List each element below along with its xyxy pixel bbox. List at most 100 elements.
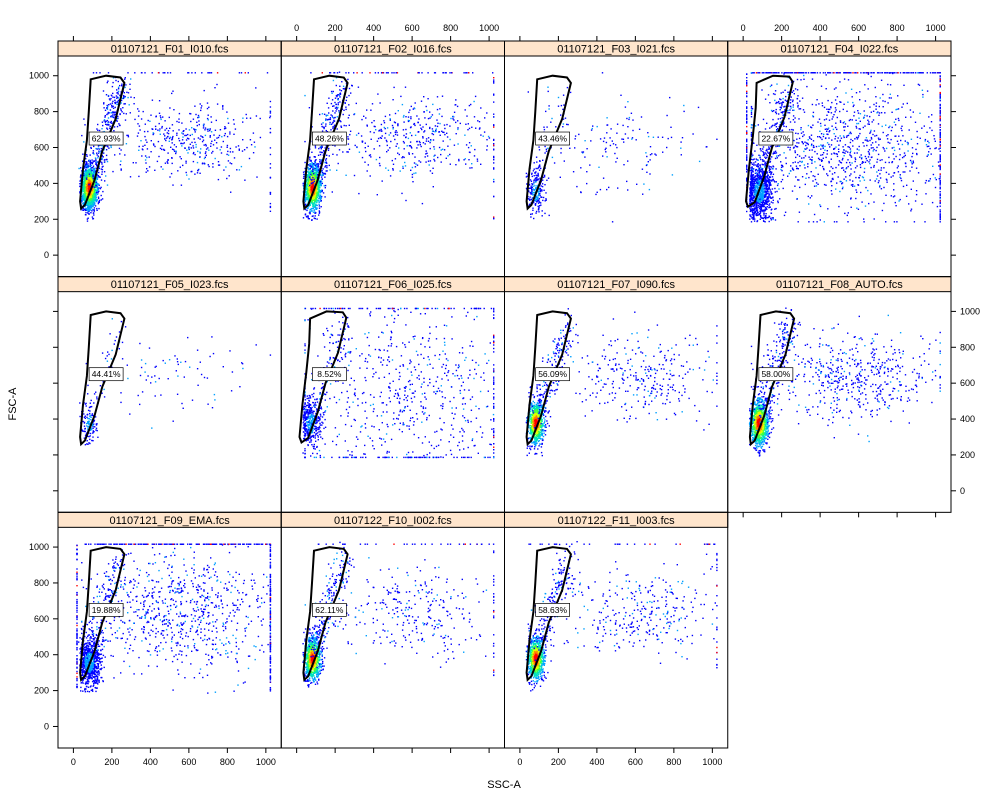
data-point — [667, 137, 669, 140]
data-point — [316, 165, 318, 167]
data-point — [351, 84, 353, 87]
data-point — [192, 147, 195, 149]
data-point — [112, 116, 114, 118]
data-point — [389, 119, 391, 121]
data-point — [384, 132, 387, 135]
data-point — [97, 175, 100, 177]
data-point — [308, 188, 310, 190]
data-point — [127, 92, 130, 94]
data-point — [93, 210, 95, 212]
data-point — [316, 204, 318, 207]
data-point — [83, 182, 85, 185]
data-point — [232, 119, 235, 121]
data-point — [307, 167, 309, 169]
data-point — [318, 203, 320, 205]
data-point — [96, 199, 98, 201]
data-point — [366, 170, 368, 172]
data-point — [319, 198, 322, 200]
data-point — [85, 204, 87, 206]
data-point — [392, 163, 395, 165]
data-point — [91, 216, 94, 218]
data-point — [83, 190, 85, 193]
data-point — [551, 117, 553, 120]
data-point — [416, 147, 418, 149]
data-point — [627, 160, 629, 162]
data-point — [97, 161, 99, 163]
data-point — [762, 184, 764, 186]
data-point — [431, 132, 433, 135]
data-point — [333, 72, 335, 74]
data-point — [410, 116, 412, 118]
data-point — [543, 176, 546, 178]
data-point — [308, 194, 310, 197]
data-point — [312, 178, 314, 180]
data-point — [537, 172, 539, 175]
data-point — [534, 203, 536, 206]
data-point — [768, 191, 770, 193]
data-point — [304, 198, 306, 201]
data-point — [89, 182, 92, 185]
data-point — [121, 83, 123, 85]
data-point — [173, 149, 175, 151]
data-point — [530, 193, 532, 195]
data-point — [175, 152, 177, 155]
data-point — [151, 72, 153, 74]
data-point — [342, 85, 345, 87]
data-point — [87, 166, 89, 169]
data-point — [310, 166, 313, 168]
data-point — [754, 176, 756, 179]
data-point — [140, 140, 142, 142]
data-point — [178, 137, 180, 140]
data-point — [426, 109, 428, 112]
data-point — [768, 182, 770, 184]
data-point — [753, 217, 755, 219]
data-point — [160, 118, 162, 121]
data-point — [195, 146, 197, 148]
data-point — [754, 180, 756, 182]
data-point — [429, 117, 431, 119]
data-point — [317, 163, 320, 165]
data-point — [765, 207, 767, 210]
data-point — [457, 128, 459, 131]
data-point — [158, 155, 160, 158]
data-point — [614, 152, 616, 155]
data-point — [307, 194, 309, 196]
data-point — [493, 155, 495, 158]
data-point — [407, 116, 410, 118]
data-point — [374, 72, 377, 74]
data-point — [91, 191, 93, 193]
data-point — [100, 194, 102, 197]
data-point — [89, 183, 91, 186]
data-point — [482, 135, 484, 137]
data-point — [120, 169, 122, 171]
gate-label-box — [88, 131, 124, 146]
panel-frame — [504, 40, 729, 278]
data-point — [353, 113, 355, 116]
data-point — [422, 142, 425, 144]
data-point — [94, 157, 97, 159]
data-point — [467, 129, 469, 131]
data-point — [493, 217, 495, 220]
data-point — [309, 172, 311, 174]
data-point — [323, 113, 326, 115]
data-point — [198, 123, 200, 126]
data-point — [582, 152, 584, 154]
data-point — [413, 162, 416, 164]
data-point — [159, 147, 162, 150]
data-point — [315, 203, 317, 205]
data-point — [412, 108, 414, 110]
data-point — [446, 136, 449, 138]
data-point — [91, 193, 93, 195]
data-point — [169, 136, 171, 138]
data-point — [161, 148, 163, 151]
data-point — [152, 143, 155, 145]
data-point — [304, 167, 306, 170]
data-point — [117, 86, 120, 88]
data-point — [312, 202, 314, 205]
data-point — [207, 130, 209, 132]
data-point — [532, 188, 534, 190]
data-point — [776, 190, 778, 193]
data-point — [98, 201, 100, 203]
data-point — [201, 105, 203, 107]
